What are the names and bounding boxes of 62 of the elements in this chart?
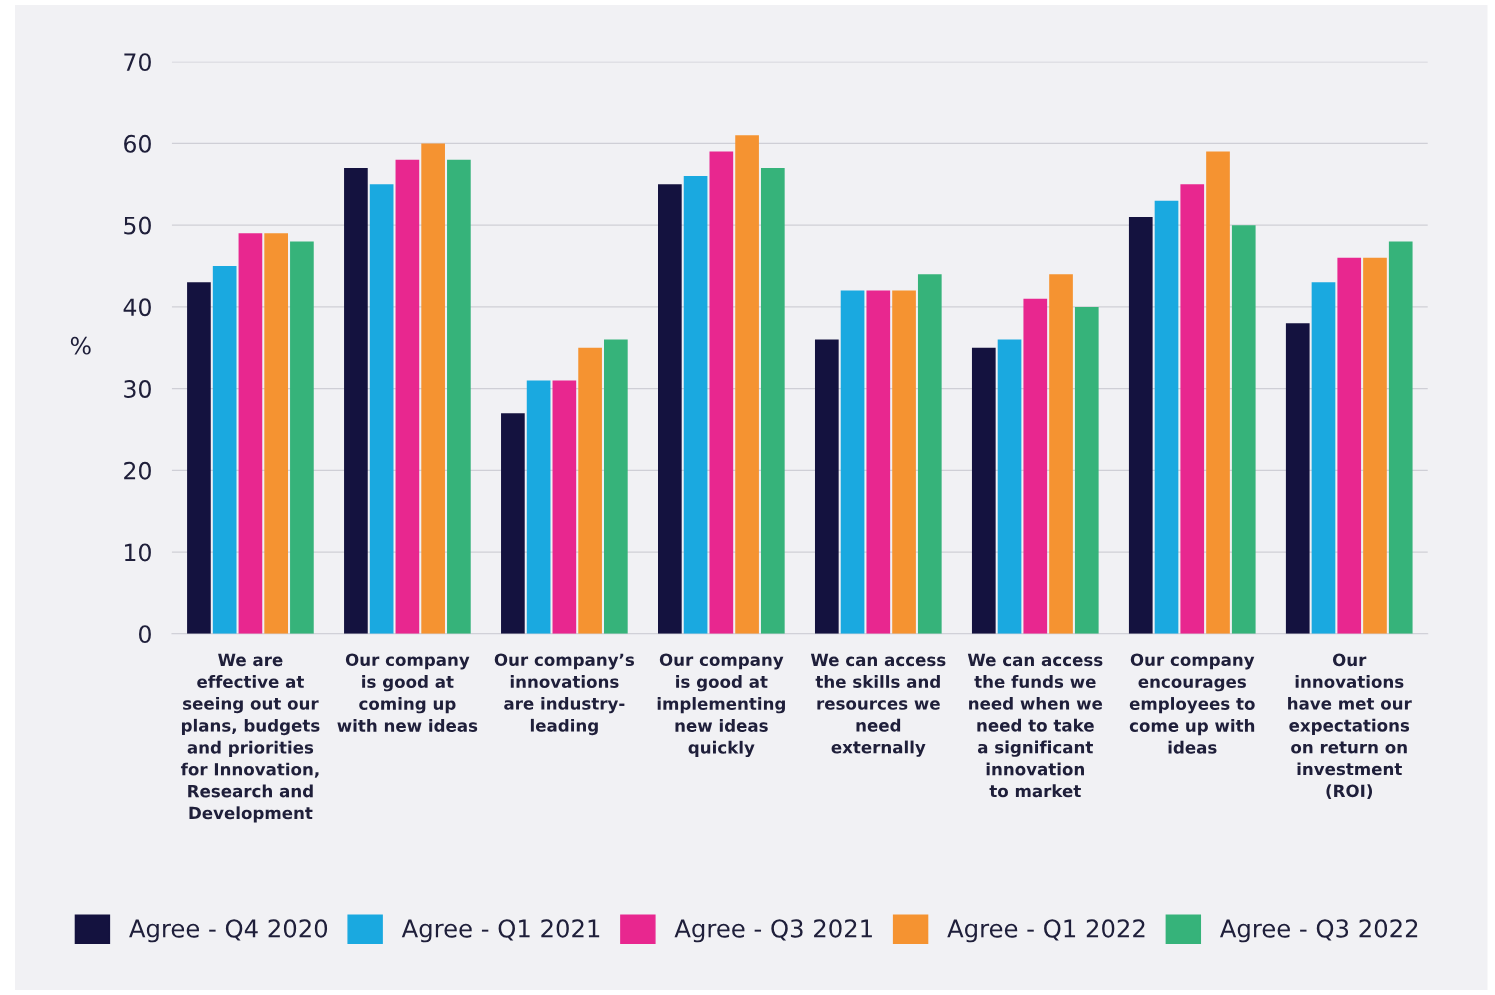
bar — [683, 176, 708, 634]
bar — [264, 233, 288, 634]
bar — [238, 233, 263, 634]
bar — [501, 413, 525, 634]
bar — [658, 184, 682, 634]
bar — [526, 380, 551, 634]
bar — [1231, 225, 1256, 634]
bar — [735, 135, 759, 634]
bar — [447, 159, 471, 634]
bar — [1128, 216, 1153, 634]
legend-label: Agree - Q3 2022 — [1219, 919, 1418, 943]
bar — [290, 241, 314, 634]
y-tick-label: 10 — [125, 543, 151, 562]
bar — [1337, 257, 1362, 634]
bar — [1311, 282, 1336, 634]
bar — [604, 339, 628, 634]
bar — [344, 167, 368, 634]
y-tick-label: 30 — [124, 380, 151, 398]
bar — [1285, 323, 1310, 634]
y-tick-label: 20 — [124, 461, 151, 480]
bar — [760, 167, 785, 634]
legend-label: Agree - Q3 2021 — [674, 919, 872, 943]
bar — [1049, 274, 1073, 634]
x-tick-label: Our company is good at coming up with new ideas — [337, 653, 478, 732]
bar — [971, 347, 996, 634]
x-tick-label: Our company encourages employees to come up with ideas — [1129, 653, 1255, 754]
y-tick-label: 70 — [124, 53, 151, 71]
bar — [917, 274, 942, 634]
x-tick-label: We are effective at seeing out our plans, budgets and priorities for Innovation, Research and Development — [180, 653, 320, 823]
x-tick-label: We can access the funds we need when we need to take a significant innovation to market — [967, 653, 1103, 798]
x-tick-label: Our innovations have met our expectations on return on investment (ROI) — [1288, 653, 1412, 800]
bar — [552, 380, 577, 634]
bar — [1023, 298, 1048, 634]
bar — [1180, 184, 1205, 634]
bar — [840, 290, 865, 634]
bar — [395, 159, 420, 634]
bar — [1206, 151, 1230, 634]
legend-label: Agree - Q1 2021 — [401, 919, 600, 943]
bar — [1154, 200, 1179, 634]
bar — [814, 339, 839, 634]
y-tick-label: 0 — [139, 625, 151, 644]
bar — [866, 290, 891, 634]
y-tick-label: 60 — [124, 134, 151, 153]
bar — [1074, 306, 1099, 634]
bar — [997, 339, 1022, 634]
bar — [369, 184, 394, 634]
bar — [1388, 241, 1413, 634]
x-tick-label: We can access the skills and resources we need externally — [810, 653, 946, 757]
bar — [709, 151, 734, 634]
legend-label: Agree - Q1 2022 — [947, 919, 1145, 943]
bar — [421, 143, 445, 634]
bar — [212, 266, 237, 634]
bar — [187, 282, 211, 634]
x-tick-label: Our company’s innovations are industry- leading — [494, 653, 635, 736]
y-axis-title: % — [70, 336, 91, 355]
y-tick-label: 50 — [124, 216, 151, 235]
bar — [578, 347, 602, 634]
bar — [1363, 257, 1387, 634]
y-tick-label: 40 — [123, 298, 151, 317]
legend-label: Agree - Q4 2020 — [129, 919, 328, 943]
x-tick-label: Our company is good at implementing new ideas quickly — [657, 653, 785, 758]
bar — [892, 290, 916, 634]
